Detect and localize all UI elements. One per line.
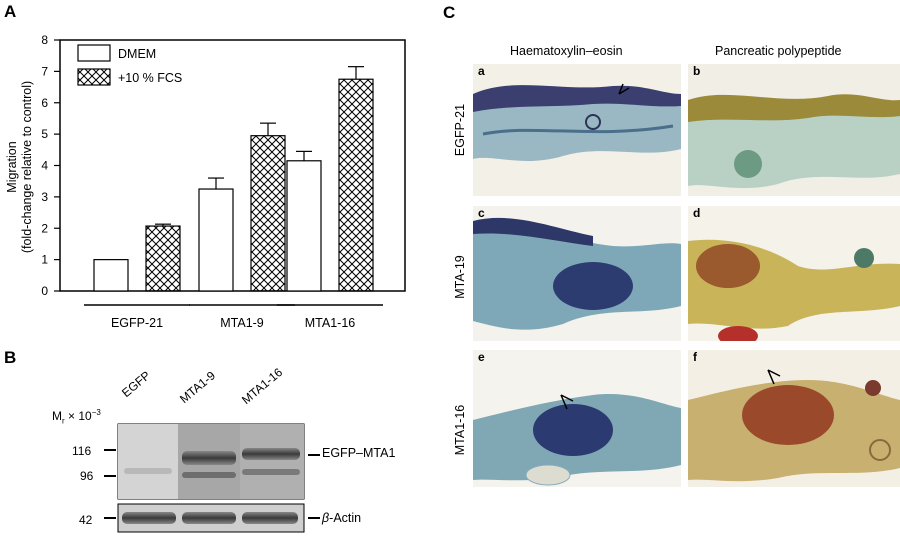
mr-label: Mr × 10−3	[52, 408, 101, 425]
micrograph-tag-a: a	[478, 64, 485, 78]
bar--10-fcs-mta1-9	[250, 135, 286, 292]
legend-swatch	[77, 68, 111, 86]
y-axis-label-line2: (fold-change relative to control)	[20, 80, 34, 254]
row-label-egfp-21: EGFP-21	[453, 103, 467, 157]
micrograph-tag-d: d	[693, 206, 701, 220]
y-tick-label: 1	[41, 253, 48, 267]
micrograph-f: f	[688, 350, 900, 487]
y-tick-label: 2	[41, 221, 48, 235]
bar--10-fcs-egfp-21	[145, 225, 181, 292]
category-label: MTA1-16	[305, 316, 356, 330]
y-axis-label-line1: Migration	[5, 141, 19, 193]
micrograph-b: b	[688, 64, 900, 196]
column-title-pp: Pancreatic polypeptide	[715, 44, 842, 58]
band-egfp-mta1-lane3	[242, 448, 300, 460]
y-tick-label: 3	[41, 190, 48, 204]
legend-label: +10 % FCS	[118, 71, 182, 85]
marker-116: 116	[72, 444, 92, 458]
micrograph-a: a	[473, 64, 681, 196]
micrograph-e: e	[473, 350, 681, 487]
band-label-egfp-mta1: EGFP–MTA1	[322, 446, 396, 460]
band-egfp-mta1-lane2	[182, 451, 236, 465]
bar-dmem-egfp-21	[93, 259, 129, 292]
y-axis-label: Migration (fold-change relative to contr…	[5, 67, 39, 267]
band-label-actin: β-Actin	[322, 511, 361, 525]
micrograph-tag-b: b	[693, 64, 701, 78]
row-label-mta-19: MTA-19	[453, 255, 467, 299]
mr-label-sub: r	[62, 416, 65, 426]
row-label-mta1-16: MTA1-16	[453, 404, 467, 456]
migration-bar-chart: 0 1 2 3 4 5 6 7 8 EGFP-21 MTA1-9 MTA1-16 DMEM +10 % F…	[41, 33, 406, 330]
marker-42: 42	[79, 513, 93, 527]
y-tick-label: 5	[41, 127, 48, 141]
band-actin-lane2	[182, 512, 236, 524]
micrograph-d: d	[688, 206, 900, 341]
marker-96: 96	[80, 469, 94, 483]
band-label-actin-beta: β	[322, 511, 330, 525]
category-label: EGFP-21	[111, 316, 163, 330]
band-actin-lane1	[122, 512, 176, 524]
panel-letter-c: C	[443, 3, 456, 22]
y-tick-label: 4	[41, 159, 48, 173]
blot-lane-mta1-16: MTA1-16	[239, 365, 286, 407]
micrograph-tag-f: f	[693, 350, 697, 364]
micrograph-tag-c: c	[478, 206, 485, 220]
y-tick-label: 8	[41, 33, 48, 47]
y-tick-label: 7	[41, 64, 48, 78]
column-title-he: Haematoxylin–eosin	[510, 44, 623, 58]
panel-letter-b: B	[4, 348, 17, 367]
mr-label-m: M	[52, 409, 62, 423]
bar-dmem-mta1-9	[198, 188, 234, 292]
legend-swatch	[77, 44, 111, 62]
band-label-actin-rest: -Actin	[329, 511, 362, 525]
panel-letter-a: A	[4, 2, 17, 21]
blot-lane-mta1-9: MTA1-9	[177, 368, 219, 406]
micrograph-tag-e: e	[478, 350, 485, 364]
category-label: MTA1-9	[220, 316, 264, 330]
blot-lane-egfp: EGFP	[119, 368, 154, 400]
y-tick-label: 6	[41, 96, 48, 110]
mr-label-exp: −3	[91, 408, 101, 417]
band-actin-lane3	[242, 512, 298, 524]
mr-label-suffix: × 10	[64, 409, 92, 423]
western-blot	[104, 423, 320, 533]
legend-label: DMEM	[118, 47, 156, 61]
bar-dmem-mta1-16	[286, 160, 322, 292]
micrograph-c: c	[473, 206, 681, 341]
bar--10-fcs-mta1-16	[338, 78, 374, 292]
y-tick-label: 0	[41, 284, 48, 298]
